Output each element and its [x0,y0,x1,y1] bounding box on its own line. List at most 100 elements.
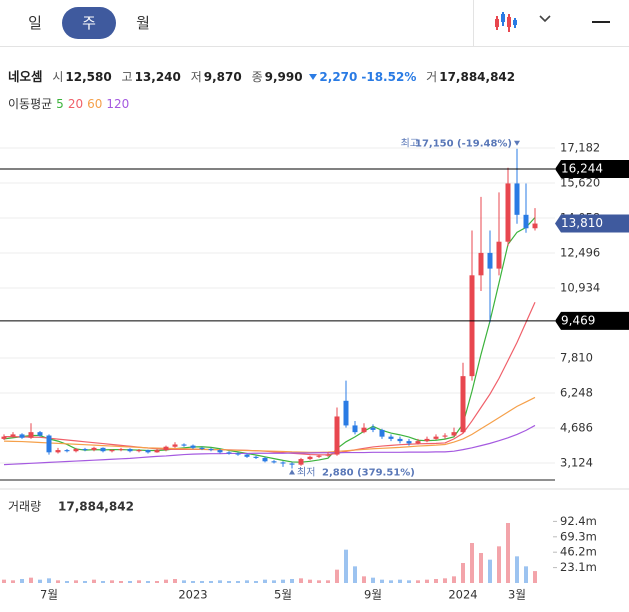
volume-bar [389,580,393,583]
volume-bar [533,571,537,583]
chart-type-icon[interactable] [494,10,520,34]
volume-bar [173,579,177,583]
price-tag-label: 13,810 [561,216,603,230]
ma-legend: 이동평균 5 20 60 120 [8,95,129,112]
candle-body [469,275,475,377]
volume-bar [407,580,411,583]
volume-bar [497,546,501,583]
tab-bar: 일 주 월 [0,0,629,47]
volume-bar [2,579,6,583]
candle-body [514,183,520,215]
price-tag [555,214,629,233]
candle-body [28,432,34,438]
candle-body [532,223,538,229]
field-label: 저 [190,70,202,84]
volume-tick-label: 92.4m [560,514,597,528]
volume-bar [146,581,150,583]
ma-legend-item: 120 [106,97,130,111]
candle-body [415,441,421,444]
candle-body [163,446,169,451]
volume-tick-label: 23.1m [560,560,597,574]
x-tick-label: 2023 [178,588,207,602]
price-tag [555,311,629,330]
volume-bar [101,581,105,583]
field-value: 9,990 [264,70,303,84]
candle-body [361,427,367,433]
candle-body [181,444,187,446]
volume-bar [461,563,465,583]
stock-name: 네오셈 [8,69,43,84]
candle-body [451,432,457,436]
candle-body [460,376,466,433]
volume-bar [290,579,294,583]
ma-legend-item: 20 [67,97,84,111]
candle-body [109,450,115,452]
dropdown-chevron[interactable] [539,14,551,24]
y-tick-label: 10,934 [560,280,600,294]
tab[interactable]: 일 [28,14,42,32]
candle-body [73,448,79,452]
price-tag-label: 16,244 [561,162,603,176]
candle-body [343,400,349,426]
volume-bar [200,581,204,583]
volume-bar [236,581,240,583]
menu-icon[interactable] [592,21,610,23]
high-marker [514,140,520,146]
change-pct: -18.52% [361,70,417,84]
candle-body [226,452,232,454]
candle-body [487,252,493,269]
volume-bar [38,579,42,583]
low-marker-label: 최저 [297,466,315,478]
volume-bar [74,580,78,583]
ma-line [3,424,536,466]
ma-legend-item: 5 [56,97,64,111]
volume-bar [488,559,492,583]
candle-body [442,435,448,437]
candle-body [172,444,178,447]
candle-body [190,445,196,448]
candle-body [145,450,151,453]
price-tag-label: 9,469 [561,313,595,327]
y-tick-label: 12,496 [560,245,600,259]
volume-bar [443,578,447,583]
volume-bar [119,581,123,583]
field-value: 17,884,842 [439,70,516,84]
volume-tick-label: 69.3m [560,529,597,543]
ma-line [3,217,536,463]
candle-body [271,461,277,463]
field-label: 종 [251,70,263,84]
candle-body [55,450,61,453]
x-tick-label: 2024 [448,588,477,602]
volume-bar [362,576,366,583]
volume-bar [452,576,456,583]
candle-body [118,448,124,451]
volume-bar [137,580,141,583]
candle-body [82,448,88,451]
volume-bar [470,543,474,583]
tab[interactable]: 월 [136,14,150,32]
field-label: 거 [426,70,438,84]
volume-bar [308,579,312,583]
candle-body [280,462,286,464]
candle-body [307,456,313,460]
candle-body [433,436,439,439]
price-tag [555,160,629,179]
candle-body [352,425,358,433]
candle-body [325,454,331,456]
tab-selected[interactable]: 주 [62,7,116,39]
volume-bar [398,579,402,583]
candle-body [424,438,430,442]
volume-bar [506,523,510,583]
divider [473,0,474,46]
field-value: 12,580 [65,70,112,84]
candle-body [235,453,241,455]
candle-body [199,447,205,449]
volume-bar [245,580,249,583]
candle-body [100,447,106,452]
volume-bar [110,580,114,583]
y-tick-label: 4,686 [560,420,593,434]
candle-body [289,463,295,465]
ma-line [4,301,536,456]
volume-bar [209,581,213,583]
